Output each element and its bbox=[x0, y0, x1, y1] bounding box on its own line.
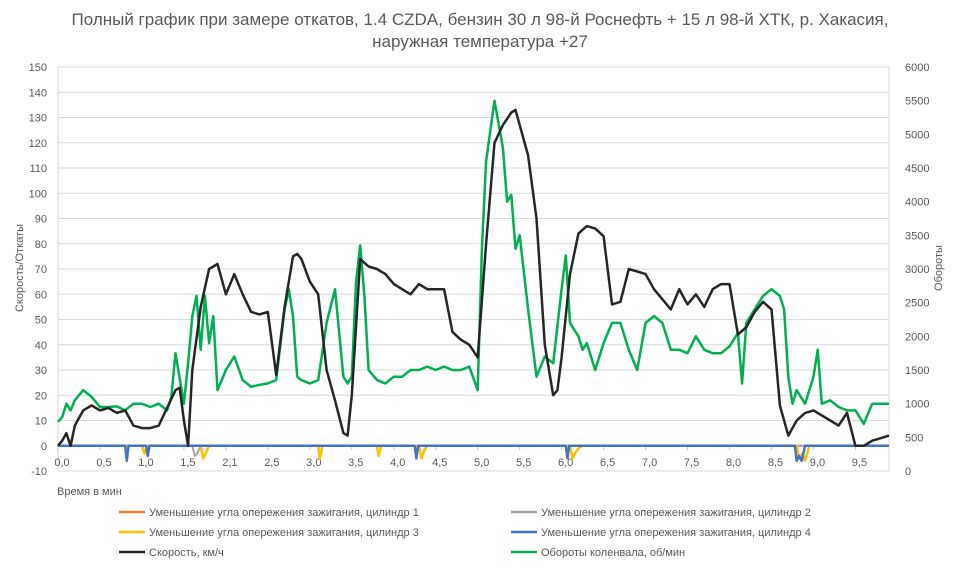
left-tick-label: 20 bbox=[35, 390, 47, 402]
left-tick-label: 40 bbox=[35, 340, 47, 352]
right-tick-label: 5500 bbox=[905, 96, 929, 108]
series-line-6 bbox=[57, 99, 889, 426]
legend-label: Уменьшение угла опережения зажигания, ци… bbox=[541, 507, 811, 519]
left-tick-label: 50 bbox=[35, 315, 47, 327]
x-axis-ticks: 0,0 0,5 1,0 1,5 2,1 2,5 3,0 3,5 4,0 4,5 5,0 5,5 6,0 6… bbox=[54, 445, 867, 469]
legend: Уменьшение угла опережения зажигания, ци… bbox=[119, 507, 811, 559]
series-line-3 bbox=[58, 444, 889, 463]
legend-label: Уменьшение угла опережения зажигания, ци… bbox=[149, 527, 419, 539]
x-tick-label: 0,0 bbox=[54, 457, 69, 469]
left-tick-label: 110 bbox=[29, 163, 47, 175]
x-tick-label: 9,0 bbox=[810, 457, 825, 469]
x-tick-label: 6,0 bbox=[558, 457, 573, 469]
left-tick-label: 80 bbox=[35, 239, 47, 251]
right-tick-label: 2000 bbox=[905, 331, 929, 343]
x-tick-label: 8,5 bbox=[768, 457, 783, 469]
right-tick-label: 3000 bbox=[905, 264, 929, 276]
x-tick-label: 6,5 bbox=[600, 457, 615, 469]
chart-title-line-2: наружная температура +27 bbox=[372, 32, 588, 51]
legend-label: Уменьшение угла опережения зажигания, ци… bbox=[541, 527, 811, 539]
right-tick-label: 6000 bbox=[905, 62, 929, 74]
left-tick-label: 70 bbox=[35, 264, 47, 276]
x-tick-label: 1,5 bbox=[180, 457, 195, 469]
right-tick-label: 500 bbox=[905, 432, 923, 444]
legend-label: Обороты коленвала, об/мин bbox=[541, 547, 685, 559]
legend-label: Скорость, км/ч bbox=[149, 547, 224, 559]
left-tick-label: 130 bbox=[29, 113, 47, 125]
left-tick-label: 30 bbox=[35, 365, 47, 377]
left-tick-label: -10 bbox=[31, 466, 47, 478]
series-line-2 bbox=[58, 444, 889, 457]
x-tick-label: 8,0 bbox=[726, 457, 741, 469]
x-tick-label: 7,0 bbox=[642, 457, 657, 469]
right-tick-label: 5000 bbox=[905, 129, 929, 141]
x-tick-label: 4,5 bbox=[432, 457, 447, 469]
right-tick-label: 2500 bbox=[905, 298, 929, 310]
x-tick-label: 1,0 bbox=[138, 457, 153, 469]
y-axis-left-label: Скорость/Откаты bbox=[14, 224, 26, 312]
x-tick-label: 0,5 bbox=[96, 457, 111, 469]
chart-title-line-1: Полный график при замере откатов, 1.4 CZ… bbox=[72, 10, 889, 29]
left-tick-label: 120 bbox=[29, 138, 47, 150]
left-tick-label: 60 bbox=[35, 289, 47, 301]
x-tick-label: 4,0 bbox=[390, 457, 405, 469]
left-tick-label: 90 bbox=[35, 214, 47, 226]
x-tick-label: 7,5 bbox=[684, 457, 699, 469]
left-tick-label: 150 bbox=[29, 62, 47, 74]
right-tick-label: 4500 bbox=[905, 163, 929, 175]
legend-label: Уменьшение угла опережения зажигания, ци… bbox=[149, 507, 419, 519]
x-tick-label: 3,5 bbox=[348, 457, 363, 469]
x-tick-label: 9,5 bbox=[852, 457, 867, 469]
x-axis-label: Время в мин bbox=[57, 486, 122, 498]
left-tick-label: 100 bbox=[29, 188, 47, 200]
x-tick-label: 3,0 bbox=[306, 457, 321, 469]
right-tick-label: 1500 bbox=[905, 365, 929, 377]
x-tick-label: 2,1 bbox=[222, 457, 237, 469]
right-tick-label: 4000 bbox=[905, 197, 929, 209]
x-tick-label: 5,5 bbox=[516, 457, 531, 469]
series-lines bbox=[57, 99, 890, 463]
left-axis-ticks: -10 0 10 20 30 40 50 60 70 80 90 100 110 120 130 140 150 bbox=[29, 62, 47, 478]
left-tick-label: 10 bbox=[35, 416, 47, 428]
left-tick-label: 0 bbox=[41, 441, 47, 453]
right-axis-ticks: 0 500 1000 1500 2000 2500 3000 3500 4000 4500 5000… bbox=[905, 62, 929, 478]
series-line-4 bbox=[58, 444, 889, 463]
right-tick-label: 1000 bbox=[905, 399, 929, 411]
x-tick-label: 2,5 bbox=[264, 457, 279, 469]
y-axis-right-label: Обороты bbox=[933, 245, 945, 291]
right-tick-label: 3500 bbox=[905, 230, 929, 242]
right-tick-label: 0 bbox=[905, 466, 911, 478]
left-tick-label: 140 bbox=[29, 87, 47, 99]
x-tick-label: 5,0 bbox=[474, 457, 489, 469]
series-line-5 bbox=[57, 108, 890, 448]
